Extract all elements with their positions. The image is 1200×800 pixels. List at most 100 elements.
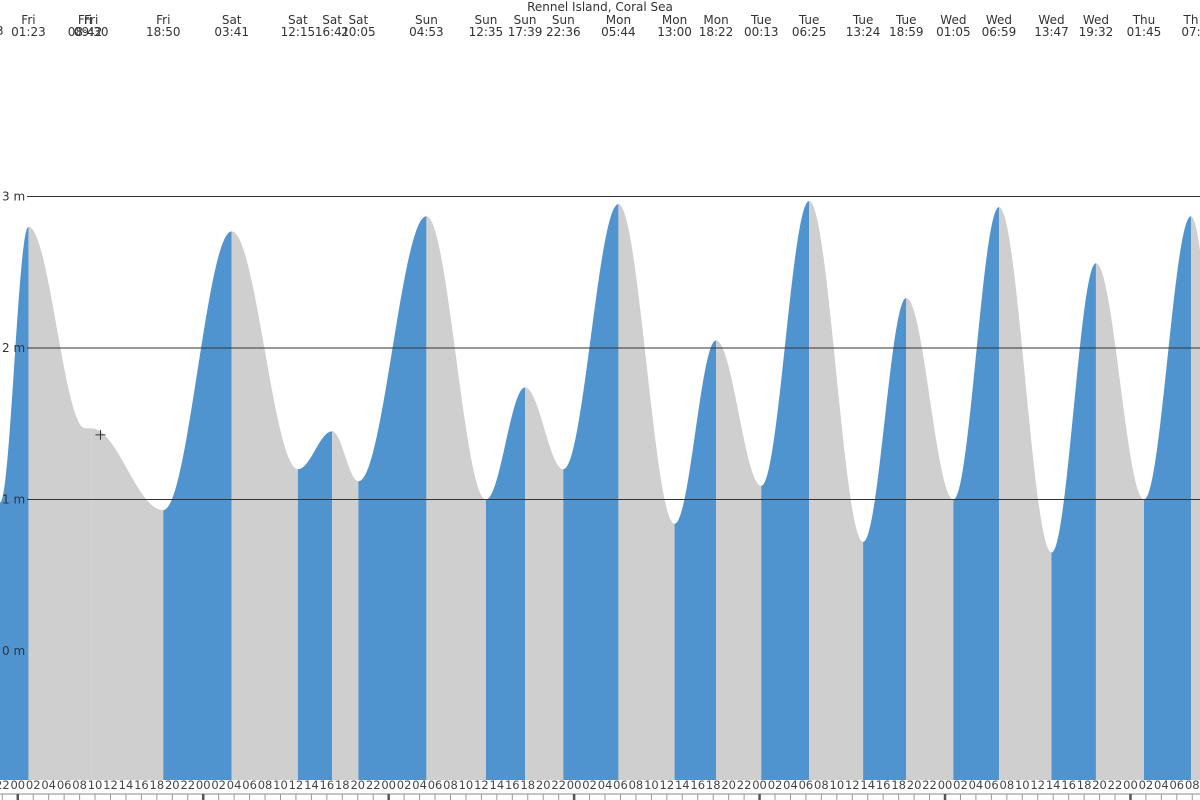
extreme-day-label: Sun	[474, 13, 497, 27]
extreme-day-label: Wed	[940, 13, 966, 27]
partial-edge-label: 3	[0, 24, 4, 38]
x-tick-label: 04	[227, 778, 242, 792]
x-tick-label: 14	[1046, 778, 1061, 792]
extreme-time-label: 13:00	[657, 25, 692, 39]
x-tick-label: 10	[273, 778, 288, 792]
extreme-time-label: 19:32	[1079, 25, 1114, 39]
chart-title: Rennel Island, Coral Sea	[527, 0, 673, 14]
x-tick-label: 02	[397, 778, 412, 792]
x-tick-label: 00	[381, 778, 396, 792]
extreme-day-label: Wed	[986, 13, 1012, 27]
extreme-time-label: 05:44	[601, 25, 636, 39]
extreme-time-label: 03:41	[214, 25, 249, 39]
x-tick-label: 12	[289, 778, 304, 792]
x-tick-label: 06	[613, 778, 628, 792]
x-tick-label: 08	[1000, 778, 1015, 792]
rising-tide-area	[297, 431, 333, 780]
extreme-day-label: Sun	[552, 13, 575, 27]
extreme-day-label: Mon	[606, 13, 631, 27]
extreme-day-label: Mon	[662, 13, 687, 27]
x-tick-label: 00	[567, 778, 582, 792]
extreme-time-label: 08:42	[68, 25, 103, 39]
extreme-time-label: 16:41	[315, 25, 350, 39]
x-tick-label: 08	[72, 778, 87, 792]
x-tick-label: 20	[165, 778, 180, 792]
x-tick-label: 00	[752, 778, 767, 792]
y-tick-label: 3 m	[2, 190, 25, 204]
extreme-time-label: 12:15	[281, 25, 316, 39]
x-tick-label: 08	[814, 778, 829, 792]
x-tick-label: 20	[721, 778, 736, 792]
x-tick-label: 14	[304, 778, 319, 792]
x-tick-label: 04	[41, 778, 56, 792]
extreme-time-label: 17:39	[508, 25, 543, 39]
extreme-day-label: Wed	[1038, 13, 1064, 27]
extreme-time-label: 18:22	[699, 25, 734, 39]
extreme-time-label: 18:50	[146, 25, 181, 39]
rising-tide-area	[1051, 263, 1096, 780]
extreme-time-label: 01:45	[1127, 25, 1162, 39]
extreme-day-label: Fri	[21, 13, 35, 27]
extreme-day-label: Tue	[895, 13, 917, 27]
x-tick-label: 14	[119, 778, 134, 792]
rising-tide-area	[358, 216, 427, 780]
falling-tide-area	[809, 201, 864, 781]
x-tick-label: 00	[196, 778, 211, 792]
x-tick-label: 22	[0, 778, 10, 792]
extreme-day-label: Sun	[415, 13, 438, 27]
x-tick-label: 08	[1185, 778, 1200, 792]
extreme-day-label: Mon	[703, 13, 728, 27]
x-tick-label: 00	[1123, 778, 1138, 792]
x-tick-label: 06	[799, 778, 814, 792]
falling-tide-area	[525, 387, 564, 780]
x-tick-label: 14	[860, 778, 875, 792]
extreme-time-label: 00:13	[744, 25, 779, 39]
rising-tide-area	[0, 226, 29, 781]
extreme-labels: 3Fri01:23Fri08:42Fri09:30Fri18:50Sat03:4…	[0, 13, 1200, 39]
x-tick-label: 18	[520, 778, 535, 792]
x-tick-label: 22	[922, 778, 937, 792]
extreme-time-label: 20:05	[341, 25, 376, 39]
x-tick-label: 10	[644, 778, 659, 792]
extreme-time-label: 13:24	[846, 25, 881, 39]
extreme-time-label: 22:36	[546, 25, 581, 39]
x-tick-label: 12	[103, 778, 118, 792]
extreme-time-label: 06:59	[982, 25, 1017, 39]
extreme-time-label: 09:30	[74, 25, 109, 39]
extreme-time-label: 01:05	[936, 25, 971, 39]
x-tick-label: 18	[150, 778, 165, 792]
x-tick-label: 06	[1169, 778, 1184, 792]
rising-tide-area	[485, 387, 526, 780]
x-tick-label: 10	[1015, 778, 1030, 792]
x-tick-label: 20	[350, 778, 365, 792]
x-tick-label: 20	[907, 778, 922, 792]
extreme-time-label: 07:	[1181, 25, 1200, 39]
extreme-time-label: 12:35	[469, 25, 504, 39]
x-tick-label: 12	[1030, 778, 1045, 792]
rising-tide-area	[1143, 216, 1191, 780]
falling-tide-area	[618, 204, 675, 780]
falling-tide-area	[91, 428, 164, 780]
falling-tide-area	[28, 226, 85, 781]
x-tick-label: 18	[335, 778, 350, 792]
x-tick-label: 12	[845, 778, 860, 792]
x-tick-label: 00	[938, 778, 953, 792]
x-tick-label: 04	[969, 778, 984, 792]
x-tick-label: 14	[675, 778, 690, 792]
x-tick-label: 08	[258, 778, 273, 792]
falling-tide-area	[231, 231, 298, 781]
x-tick-label: 02	[1139, 778, 1154, 792]
rising-tide-area	[761, 201, 810, 781]
extreme-day-label: Sat	[322, 13, 342, 27]
extreme-day-label: Tue	[750, 13, 772, 27]
x-tick-label: 04	[598, 778, 613, 792]
extreme-time-label: 18:59	[889, 25, 924, 39]
y-axis-labels: 3 m 2 m 1 m 0 m	[2, 190, 25, 659]
extreme-time-label: 13:47	[1034, 25, 1069, 39]
y-tick-label: 1 m	[2, 493, 25, 507]
x-tick-label: 16	[876, 778, 891, 792]
falling-tide-area	[332, 431, 359, 780]
x-tick-label: 18	[891, 778, 906, 792]
rising-tide-area	[953, 207, 999, 781]
